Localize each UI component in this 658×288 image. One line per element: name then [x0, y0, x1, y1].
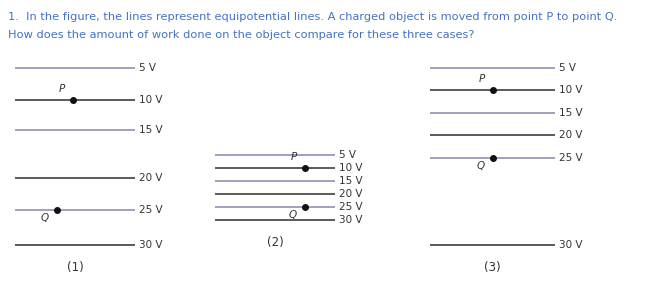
Text: 25 V: 25 V [559, 153, 582, 163]
Text: Q: Q [41, 213, 49, 223]
Text: P: P [478, 74, 484, 84]
Text: 25 V: 25 V [139, 205, 163, 215]
Text: 5 V: 5 V [139, 63, 156, 73]
Text: 30 V: 30 V [339, 215, 363, 225]
Text: (3): (3) [484, 261, 501, 274]
Text: Q: Q [289, 210, 297, 220]
Text: 10 V: 10 V [139, 95, 163, 105]
Text: 5 V: 5 V [559, 63, 576, 73]
Text: 30 V: 30 V [559, 240, 582, 250]
Text: 15 V: 15 V [139, 125, 163, 135]
Text: 20 V: 20 V [339, 189, 363, 199]
Text: How does the amount of work done on the object compare for these three cases?: How does the amount of work done on the … [8, 30, 474, 40]
Text: P: P [59, 84, 64, 94]
Text: 30 V: 30 V [139, 240, 163, 250]
Text: 10 V: 10 V [559, 85, 582, 95]
Text: 20 V: 20 V [139, 173, 163, 183]
Text: 1.  In the figure, the lines represent equipotential lines. A charged object is : 1. In the figure, the lines represent eq… [8, 12, 617, 22]
Text: 5 V: 5 V [339, 150, 356, 160]
Text: 25 V: 25 V [339, 202, 363, 212]
Text: 15 V: 15 V [559, 108, 582, 118]
Text: 10 V: 10 V [339, 163, 363, 173]
Text: (2): (2) [266, 236, 284, 249]
Text: (1): (1) [66, 261, 84, 274]
Text: 15 V: 15 V [339, 176, 363, 186]
Text: P: P [291, 152, 297, 162]
Text: 20 V: 20 V [559, 130, 582, 140]
Text: Q: Q [476, 161, 484, 171]
